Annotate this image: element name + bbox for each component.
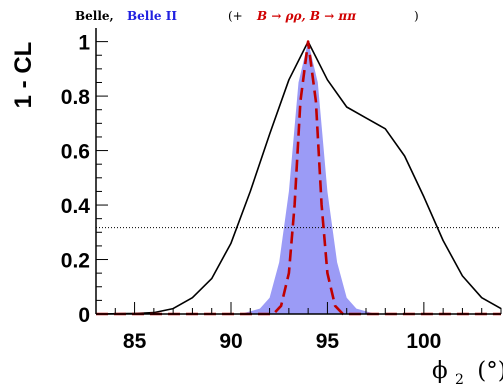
title-part-belle: Belle, xyxy=(75,9,114,23)
filled-area xyxy=(240,41,376,314)
title-part-close: ) xyxy=(414,9,419,23)
y-tick-label: 0.2 xyxy=(61,250,90,273)
x-tick-label: 85 xyxy=(123,330,147,353)
y-tick-labels: 0 0.2 0.4 0.6 0.8 1 xyxy=(61,32,91,327)
x-axis-label: ϕ 2 (°) xyxy=(432,358,503,389)
y-tick-label: 0.4 xyxy=(61,195,91,218)
title-part-modes: B → ρρ, B → ππ xyxy=(256,9,356,23)
dashed-line-series xyxy=(96,40,501,316)
y-axis-label: 1 - CL xyxy=(10,42,37,109)
y-tick-label: 0.6 xyxy=(61,141,90,164)
title-part-belle-ii: Belle II xyxy=(127,9,177,23)
x-axis-label-subscript: 2 xyxy=(455,372,464,388)
x-axis-label-symbol: ϕ xyxy=(432,358,448,384)
x-tick-label: 95 xyxy=(316,330,340,353)
x-tick-label: 90 xyxy=(219,330,242,353)
y-tick-label: 0.8 xyxy=(61,86,91,109)
chart-title: Belle, Belle II (+ B → ρρ, B → ππ ) xyxy=(75,9,419,23)
title-part-open: (+ xyxy=(228,9,243,23)
dashed-line xyxy=(96,40,501,316)
x-tick-labels: 85 90 95 100 xyxy=(123,330,441,353)
axes xyxy=(95,28,502,315)
filled-area-series xyxy=(240,41,376,314)
x-tick-label: 100 xyxy=(406,330,441,353)
y-tick-label: 1 xyxy=(78,32,90,55)
x-axis-label-unit: (°) xyxy=(477,358,503,384)
y-tick-label: 0 xyxy=(78,304,90,327)
